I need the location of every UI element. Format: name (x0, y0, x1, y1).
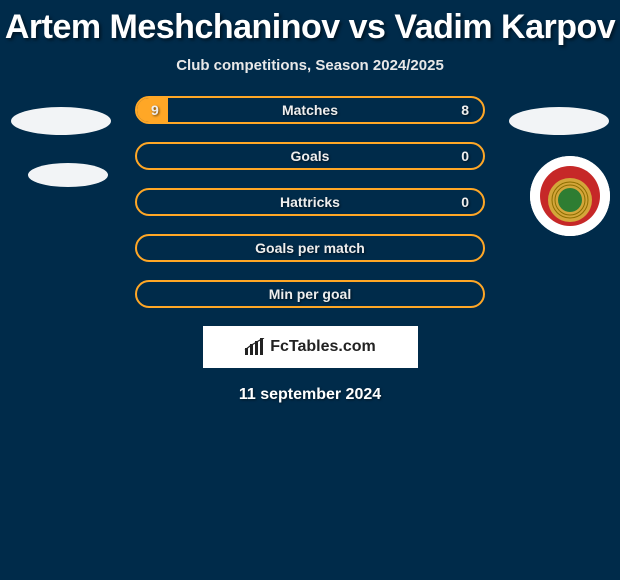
stat-bar: Hattricks0 (135, 188, 485, 216)
stat-label: Hattricks (137, 194, 483, 210)
badge-inner (558, 188, 582, 212)
comparison-stage: 9Matches8Goals0Hattricks0Goals per match… (0, 96, 620, 308)
stat-right-value: 8 (461, 102, 469, 118)
stat-label: Matches (137, 102, 483, 118)
stat-label: Goals per match (137, 240, 483, 256)
subtitle: Club competitions, Season 2024/2025 (0, 57, 620, 74)
stat-bars: 9Matches8Goals0Hattricks0Goals per match… (135, 96, 485, 308)
stat-bar: 9Matches8 (135, 96, 485, 124)
brand-text: FcTables.com (270, 338, 376, 356)
page-title: Artem Meshchaninov vs Vadim Karpov (0, 0, 620, 47)
bar-chart-icon (244, 338, 266, 356)
date-label: 11 september 2024 (0, 386, 620, 404)
player-left-silhouette (6, 91, 116, 241)
stat-right-value: 0 (461, 194, 469, 210)
stat-label: Min per goal (137, 286, 483, 302)
stat-label: Goals (137, 148, 483, 164)
club-badge-right (530, 156, 610, 236)
stat-bar: Goals per match (135, 234, 485, 262)
stat-right-value: 0 (461, 148, 469, 164)
stat-bar: Min per goal (135, 280, 485, 308)
stat-bar: Goals0 (135, 142, 485, 170)
brand-logo[interactable]: FcTables.com (203, 326, 418, 368)
